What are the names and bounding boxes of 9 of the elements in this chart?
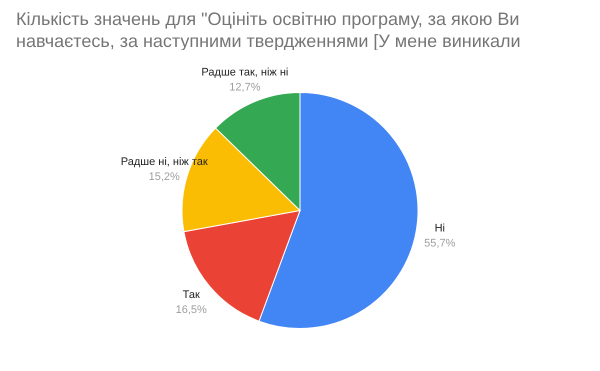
- data-label: 12,7%: [229, 82, 261, 94]
- data-label: 15,2%: [148, 171, 180, 183]
- chart-title: Кількість значень для "Оцініть освітню програму, за якою Ви навчаєтесь, за наступними твердженнями [У мене виникали: [15, 8, 522, 51]
- slice-label: Так: [182, 288, 200, 301]
- slice-label: Ні: [434, 222, 445, 235]
- slice-label: Радше ні, ніж так: [120, 156, 208, 168]
- data-label: 16,5%: [176, 304, 208, 316]
- data-label: 55,7%: [424, 238, 456, 250]
- slice-label: Радше так, ніж ні: [201, 66, 288, 79]
